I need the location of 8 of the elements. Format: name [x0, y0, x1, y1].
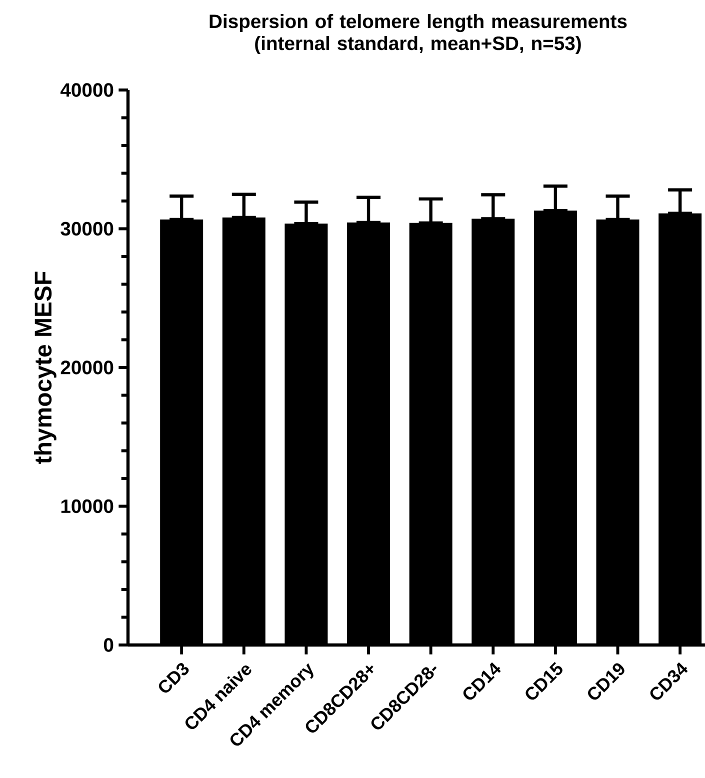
chart-title: Dispersion of telomere length measurements (internal standard, mean+SD, n=53)	[210, 14, 627, 54]
y-axis-title: thymocyte MESF	[34, 272, 56, 464]
y-tick-label: 0	[104, 638, 114, 652]
x-tick-label: CD3	[158, 663, 189, 693]
y-tick-label: 10000	[61, 499, 114, 514]
y-tick-label: 20000	[60, 360, 114, 374]
y-tick-label: 40000	[60, 83, 114, 97]
y-tick-label: 30000	[60, 222, 114, 236]
